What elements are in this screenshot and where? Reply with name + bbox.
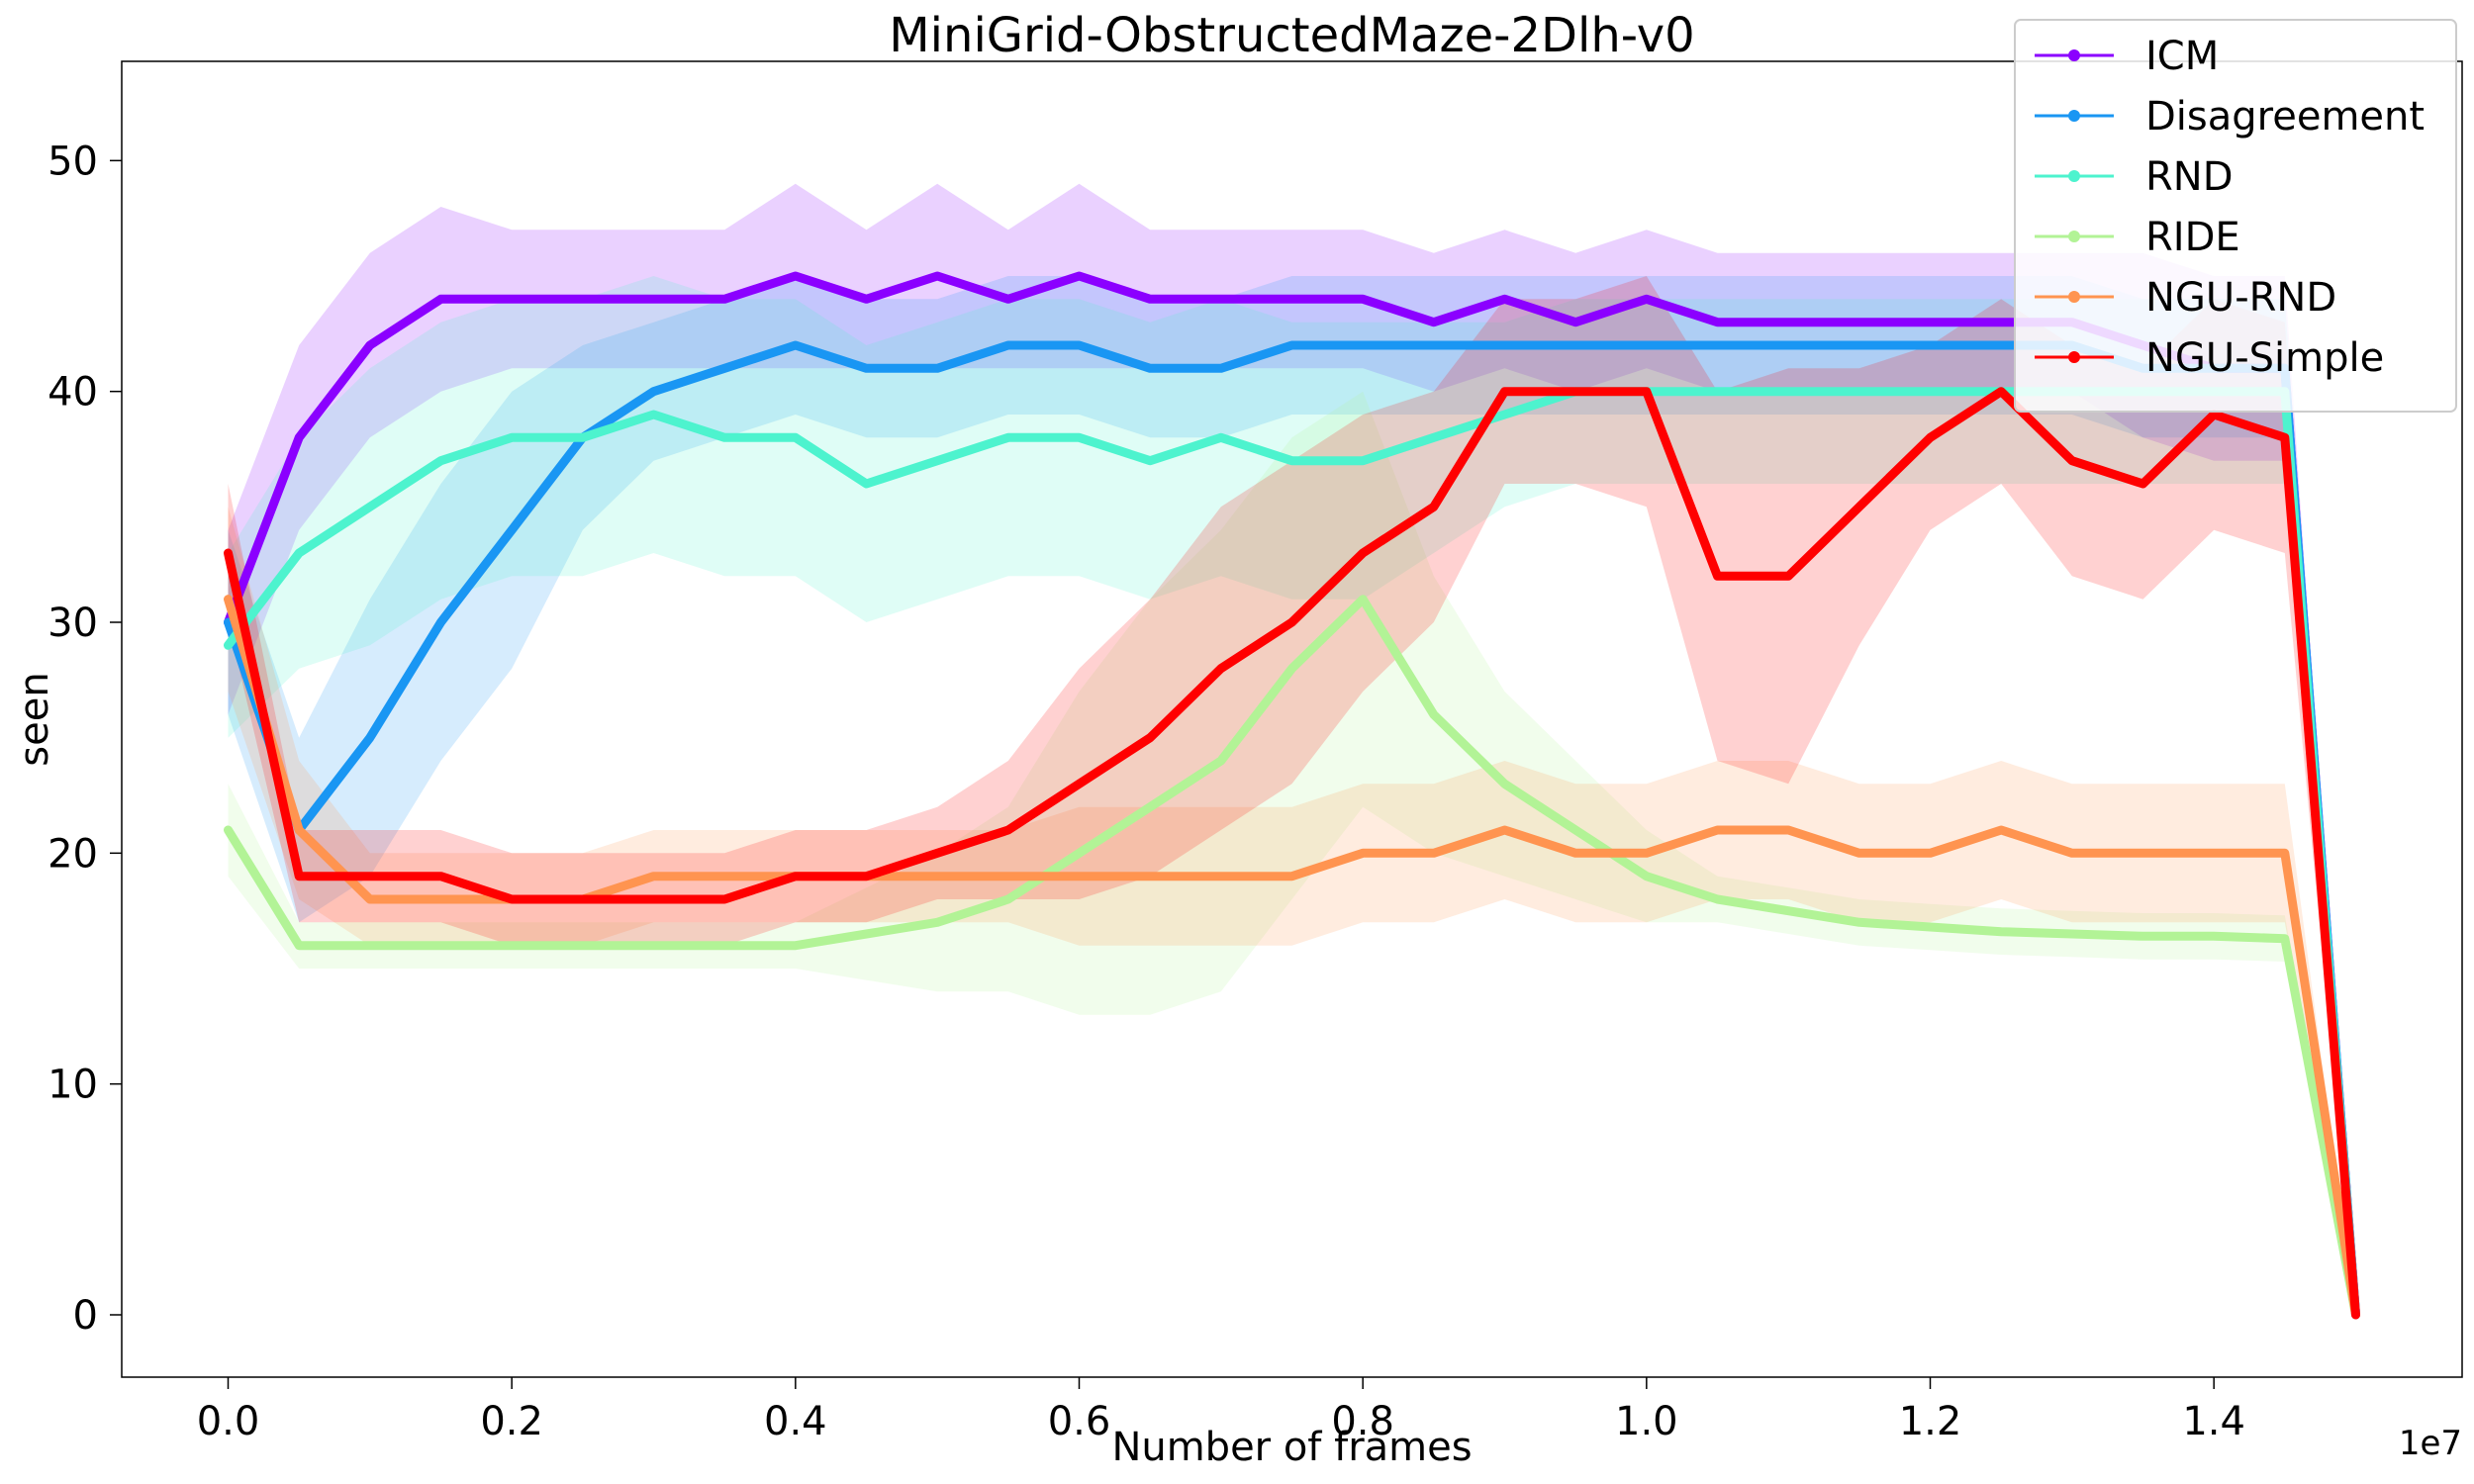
y-tick-label: 20 [48, 831, 98, 877]
x-tick-label: 1.4 [2182, 1399, 2245, 1444]
band-rnd [228, 276, 2356, 1315]
chart-title: MiniGrid-ObstructedMaze-2Dlh-v0 [889, 8, 1694, 63]
x-tick-label: 0.0 [197, 1399, 260, 1444]
y-tick-label: 50 [48, 139, 98, 184]
line-icm [224, 271, 2360, 1320]
band-ngu-rnd [228, 507, 2356, 1315]
y-tick-label: 0 [73, 1293, 98, 1339]
y-tick-label: 40 [48, 370, 98, 416]
x-axis-ticks: 0.0 0.2 0.4 0.6 0.8 1.0 1.2 1.4 [197, 1377, 2245, 1444]
x-tick-label: 1.2 [1899, 1399, 1962, 1444]
legend-marker-ngu-rnd [2068, 291, 2080, 303]
y-axis-label: seen [12, 672, 57, 766]
legend-marker-icm [2068, 49, 2080, 61]
x-tick-label: 0.2 [480, 1399, 543, 1444]
x-tick-label: 0.6 [1048, 1399, 1111, 1444]
y-tick-label: 10 [48, 1063, 98, 1108]
x-tick-label: 1.0 [1615, 1399, 1678, 1444]
y-axis-ticks: 0 10 20 30 40 50 [48, 139, 122, 1339]
legend-label-ride: RIDE [2145, 215, 2240, 260]
line-ride [224, 595, 2360, 1320]
legend-marker-ngu-simple [2068, 351, 2080, 363]
x-tick-label: 0.4 [764, 1399, 827, 1444]
legend-label-disagreement: Disagreement [2145, 94, 2425, 139]
legend-label-rnd: RND [2145, 154, 2234, 200]
x-tick-label: 0.8 [1331, 1399, 1394, 1444]
legend-marker-disagreement [2068, 110, 2080, 122]
axes-frame [121, 60, 2463, 1378]
legend-label-ngu-rnd: NGU-RND [2145, 275, 2336, 321]
x-axis-label: Number of frames [1111, 1425, 1472, 1470]
y-tick-label: 30 [48, 601, 98, 646]
legend-frame [2014, 19, 2457, 413]
line-ngu-simple [224, 387, 2360, 1320]
x-axis-offset-label: 1e7 [2399, 1424, 2462, 1463]
series-lines [224, 271, 2360, 1320]
legend-marker-rnd [2068, 170, 2080, 182]
legend: ICM Disagreement RND RIDE NGU-RND NGU-Simple [2014, 19, 2457, 413]
legend-label-ngu-simple: NGU-Simple [2145, 335, 2384, 381]
legend-marker-ride [2068, 231, 2080, 242]
band-ride [228, 391, 2356, 1315]
legend-label-icm: ICM [2145, 34, 2219, 79]
